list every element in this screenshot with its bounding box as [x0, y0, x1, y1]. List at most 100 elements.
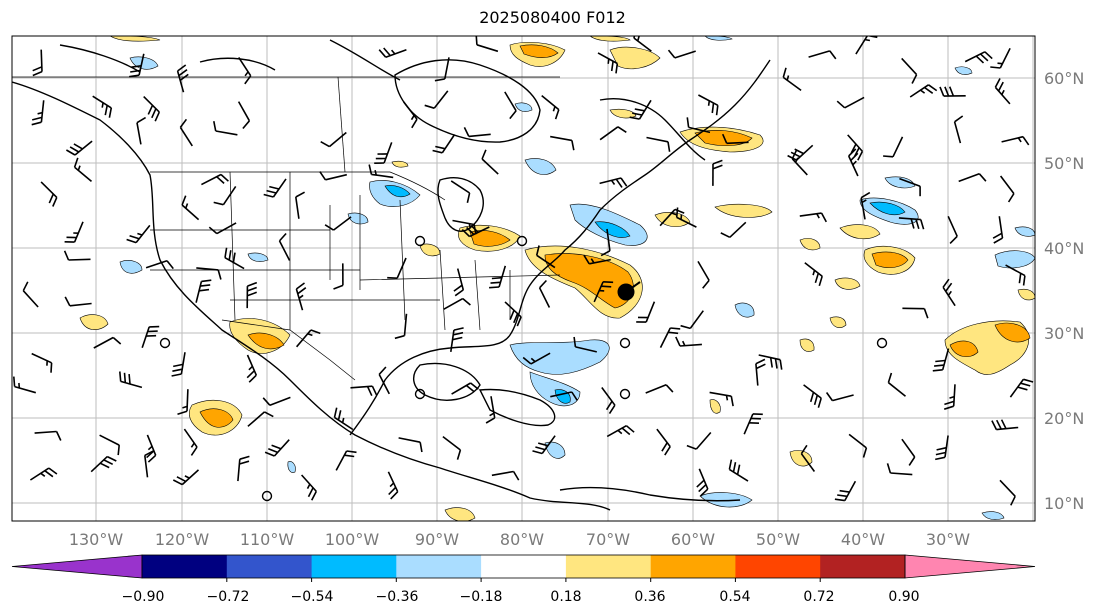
wind-barb-icon [461, 224, 490, 238]
lon-label: 90°W [415, 530, 459, 549]
positive-anomaly-region [714, 203, 773, 218]
positive-anomaly-region [799, 238, 821, 251]
lon-label: 80°W [500, 530, 544, 549]
wind-barb-icon [898, 217, 925, 230]
wind-barb-icon [99, 434, 120, 456]
wind-barb-icon [538, 279, 551, 308]
wind-barb-icon [728, 459, 749, 482]
wind-barb-icon [990, 47, 1011, 69]
wind-barb-icon [953, 115, 964, 144]
florida-yucatan-coast [413, 362, 481, 401]
political-borders [12, 76, 561, 381]
lon-label: 60°W [671, 530, 715, 549]
wind-barb-icon [550, 135, 575, 151]
wind-barb-icon [860, 191, 871, 220]
negative-anomaly-region [287, 461, 296, 473]
wind-barb-icon [278, 232, 291, 261]
wind-barb-icon [64, 221, 84, 243]
wind-barb-icon [295, 329, 321, 348]
negative-anomaly-region [544, 441, 566, 459]
wind-barb-icon [90, 455, 117, 473]
wind-barb-icon [246, 281, 258, 309]
wind-barb-icon [196, 267, 222, 280]
wind-barb-icon [645, 384, 674, 394]
lon-label: 40°W [841, 530, 885, 549]
wind-barb-icon [22, 281, 39, 308]
negative-anomaly-region [594, 221, 631, 238]
wind-barb-icon [504, 301, 522, 327]
wind-barb-icon [368, 164, 394, 179]
negative-anomaly-region [884, 176, 916, 189]
colorbar-segment [142, 555, 228, 578]
wind-barb-icon [532, 435, 556, 455]
wind-barb-icon [145, 260, 174, 270]
colorbar-segment [481, 555, 567, 578]
wind-barb-icon [808, 50, 837, 60]
wind-barb-icon [224, 247, 245, 270]
wind-barb-icon [597, 52, 619, 74]
wind-barb-icon [825, 392, 854, 402]
south-america-coast [559, 486, 741, 502]
wind-barb-icon [1001, 135, 1030, 146]
negative-anomaly-region [699, 492, 753, 508]
wind-barb-icon [208, 222, 237, 235]
colorbar-segment [565, 555, 652, 578]
wind-barb-icon [629, 99, 652, 120]
colorbar-extend-low [11, 554, 143, 579]
wind-barb-icon [696, 468, 709, 497]
wind-barb-icon [92, 95, 113, 118]
wind-barb-icon [755, 358, 766, 386]
wind-barb-icon [31, 100, 45, 126]
wind-barb-icon [489, 265, 507, 289]
positive-anomaly-region [994, 322, 1031, 343]
wind-barb-icon [320, 131, 347, 148]
wind-barb-icon [29, 467, 58, 481]
wind-barb-icon [295, 282, 307, 311]
wind-barb-icon [13, 376, 37, 394]
wind-barb-icon [939, 86, 966, 97]
wind-barb-icon [450, 180, 471, 203]
lat-label: 40°N [1044, 239, 1084, 258]
longitude-labels: 130°W 120°W 110°W 100°W 90°W 80°W 70°W 6… [69, 530, 970, 549]
wind-barb-icon [659, 208, 685, 227]
wind-barb-icon [387, 471, 399, 500]
wind-barb-icon [64, 296, 92, 307]
wind-barb-icon [333, 263, 344, 290]
calm-circle-icon [414, 388, 426, 400]
colorbar-tick-label: 0.72 [803, 589, 834, 605]
wind-barb-icon [686, 431, 712, 450]
calm-circle-icon [876, 337, 888, 349]
colorbar-segment [226, 555, 313, 578]
colorbar-outline [141, 554, 906, 579]
wind-barb-icon [848, 433, 868, 458]
wind-barb-icon [453, 268, 465, 297]
wind-barb-icon [709, 391, 734, 407]
wind-barb-icon [999, 479, 1016, 506]
negative-anomaly-region [247, 252, 269, 262]
colorbar-tick-label: 0.90 [888, 589, 919, 605]
map-panel [12, 36, 1035, 521]
latitude-labels: 60°N 50°N 40°N 30°N 20°N 10°N [1044, 69, 1084, 513]
wind-barb-icon [195, 279, 212, 303]
positive-anomaly-region [709, 399, 721, 414]
wind-barb-icon [758, 354, 783, 370]
wind-barb-icon [463, 127, 491, 138]
colorbar-tick-label: −0.72 [207, 589, 250, 605]
us-canada-border [150, 171, 446, 201]
colorbar-segment [396, 555, 482, 578]
wind-barb-icon [374, 142, 393, 164]
wind-barb-icon [237, 101, 251, 130]
negative-anomaly-region [514, 102, 533, 112]
colorbar [11, 554, 1036, 582]
positive-anomaly-region [949, 340, 979, 358]
wind-barb-icon [136, 116, 147, 145]
wind-barb-icon [712, 159, 723, 186]
wind-barb-icon [720, 221, 747, 239]
wind-barb-icon [485, 396, 496, 424]
negative-anomaly-region [981, 511, 1005, 520]
wind-barb-icon [31, 352, 53, 373]
wind-barb-icon [213, 185, 237, 206]
wind-barb-icon [991, 419, 1019, 431]
wind-barb-icon [378, 366, 391, 395]
wind-barb-icon [942, 278, 956, 307]
